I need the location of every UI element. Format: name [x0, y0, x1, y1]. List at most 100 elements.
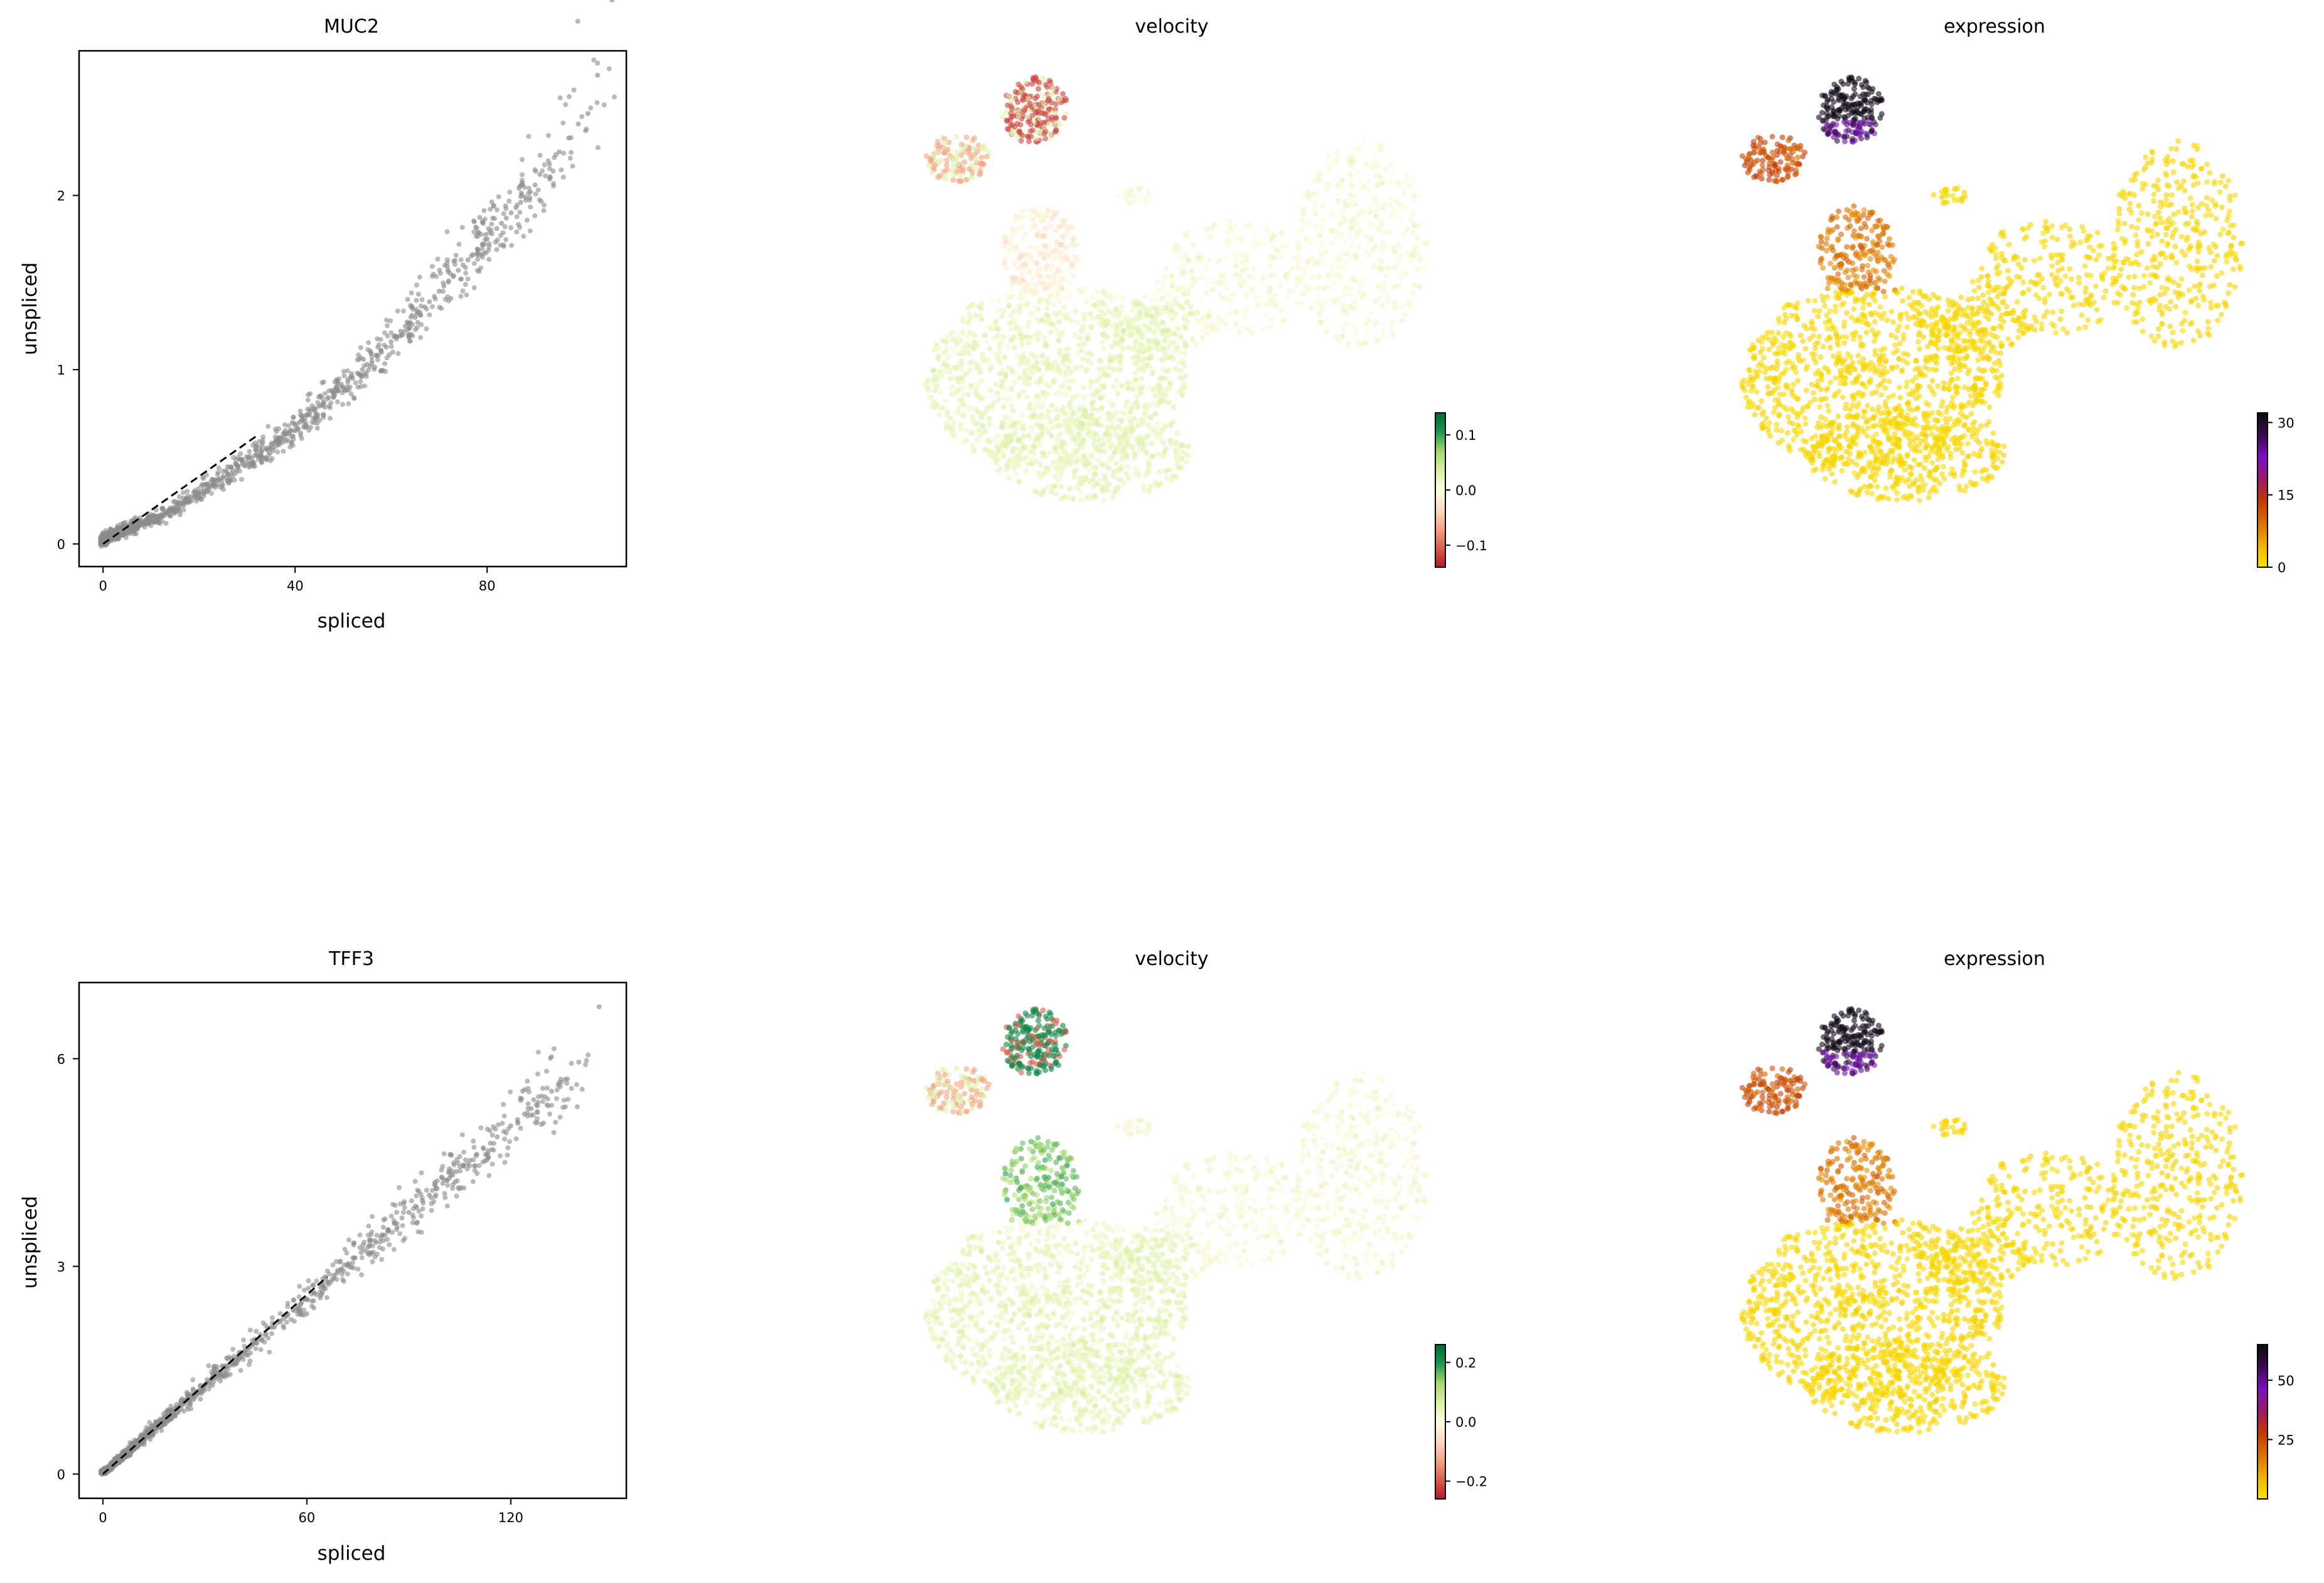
cell-point [1028, 429, 1034, 435]
cell-point [1113, 486, 1120, 493]
cell-point [1020, 108, 1027, 114]
cell-point [1342, 309, 1349, 315]
cell-point [2003, 304, 2010, 310]
cell-point [938, 157, 945, 164]
cell-point [1278, 307, 1284, 313]
phase-point [543, 173, 549, 179]
cell-point [1002, 373, 1009, 380]
cell-point [1340, 326, 1346, 332]
cell-point [1120, 328, 1127, 334]
phase-point [393, 334, 399, 339]
phase-point [483, 250, 489, 255]
cell-point [1071, 448, 1077, 454]
phase-point [494, 226, 500, 232]
cell-point [1009, 106, 1015, 112]
phase-point [470, 252, 476, 257]
cell-point [1088, 360, 1095, 366]
cell-point [1256, 241, 1262, 247]
cell-point [1237, 252, 1243, 258]
cell-point [1779, 134, 1786, 141]
phase-point [297, 430, 303, 436]
cell-point [1392, 212, 1398, 218]
cell-point [1283, 243, 1289, 249]
cell-point [1272, 292, 1278, 298]
cell-point [968, 162, 975, 168]
phase-point [463, 282, 468, 287]
cell-point [1243, 224, 1249, 230]
phase-point [316, 403, 322, 409]
cell-point [943, 162, 950, 168]
cell-point [977, 369, 983, 375]
cell-point [1088, 383, 1094, 390]
cell-point [1317, 309, 1324, 315]
cell-point [2211, 258, 2217, 264]
cell-point [1972, 469, 1978, 475]
cell-point [1059, 496, 1065, 502]
cell-point [2219, 311, 2225, 317]
cell-point [1002, 354, 1008, 360]
phase-point [437, 270, 443, 276]
cell-point [1359, 185, 1366, 191]
phase-point [474, 247, 480, 252]
cell-point [2180, 328, 2186, 334]
phase-point [463, 270, 469, 276]
phase-point [424, 326, 429, 332]
cell-point [1220, 296, 1226, 302]
phase-point [446, 278, 451, 284]
cell-point [1223, 321, 1229, 327]
cell-point [1283, 274, 1290, 280]
cell-point [955, 409, 961, 415]
cell-point [1020, 422, 1027, 428]
cell-point [1954, 375, 1961, 381]
cell-point [999, 383, 1005, 389]
cell-point [1034, 434, 1041, 440]
cell-point [2145, 241, 2151, 247]
cell-point [1355, 211, 1361, 218]
cell-point [1812, 297, 1818, 304]
cell-point [987, 387, 993, 393]
phase-point [458, 276, 464, 282]
cell-point [1090, 405, 1096, 412]
cell-point [1008, 114, 1014, 120]
cell-point [1060, 222, 1066, 228]
cell-point [1074, 392, 1081, 398]
phase-point [353, 380, 358, 386]
cell-point [1399, 317, 1405, 324]
cell-point [2124, 305, 2130, 311]
phase-point [264, 445, 269, 451]
cell-point [1203, 226, 1209, 232]
cell-point [1117, 294, 1123, 301]
phase-point [246, 464, 252, 470]
cell-point [1027, 128, 1034, 134]
phase-point [491, 203, 496, 209]
cell-point [1098, 406, 1104, 412]
cell-point [1198, 299, 1204, 305]
cell-point [1371, 195, 1378, 201]
colorbar-tick-label: 0.0 [1455, 483, 1476, 498]
cell-point [973, 166, 979, 173]
cell-point [1060, 234, 1066, 240]
cell-point [1182, 350, 1188, 356]
phase-point [442, 297, 448, 302]
phase-point [560, 120, 566, 125]
cell-point [2038, 321, 2045, 327]
cell-point [996, 397, 1002, 403]
cell-point [1035, 86, 1041, 92]
cell-point [1929, 314, 1935, 320]
phase-point [519, 157, 525, 163]
phase-point [545, 133, 551, 139]
cell-point [2070, 302, 2077, 309]
phase-point [388, 318, 394, 324]
cell-point [1145, 189, 1152, 196]
cell-point [2178, 233, 2185, 240]
cell-point [1020, 334, 1026, 341]
phase-point [265, 424, 271, 429]
cell-point [949, 425, 955, 432]
phase-point [485, 236, 490, 242]
cell-point [978, 154, 985, 161]
cell-point [1083, 474, 1089, 481]
cell-point [1395, 258, 1401, 264]
cell-point [1356, 289, 1363, 296]
phase-point [220, 482, 225, 488]
